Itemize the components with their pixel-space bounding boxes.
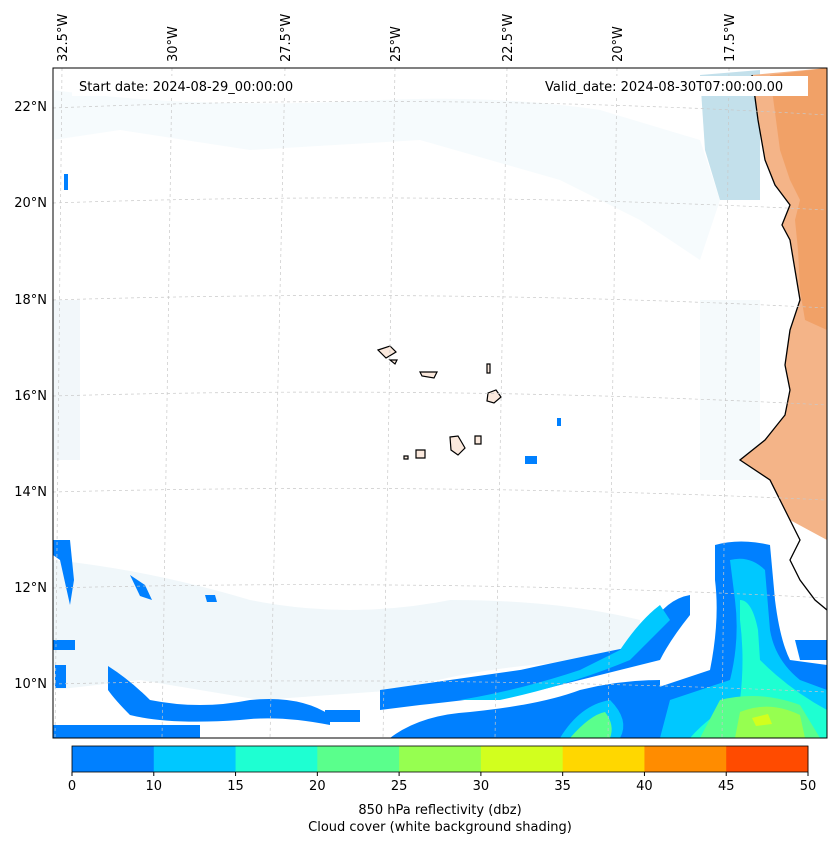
colorbar-segment — [644, 746, 727, 772]
graticule — [53, 68, 827, 738]
lon-tick-label: 25°W — [389, 26, 404, 62]
colorbar-tick-label: 10 — [146, 779, 163, 794]
lon-tick-label: 20°W — [611, 26, 626, 62]
colorbar-tick-label: 25 — [391, 779, 408, 794]
map-border — [52, 67, 828, 739]
lon-tick-label: 27.5°W — [279, 14, 294, 62]
africa-landmass-inner — [770, 68, 827, 330]
colorbar-segment — [153, 746, 237, 772]
longitude-tick-labels: 32.5°W 30°W 27.5°W 25°W 22.5°W 20°W 17.5… — [56, 14, 738, 62]
colorbar-segment — [317, 746, 400, 772]
colorbar-segment — [480, 746, 564, 772]
colorbar-tick-label: 35 — [554, 779, 571, 794]
colorbar-segment — [726, 746, 809, 772]
colorbar-tick-label: 0 — [68, 779, 76, 794]
colorbar-tick-label: 30 — [473, 779, 490, 794]
lon-tick-label: 32.5°W — [56, 14, 71, 62]
lat-tick-label: 20°N — [14, 196, 47, 211]
colorbar-segment — [72, 746, 155, 772]
colorbar-segment — [399, 746, 482, 772]
colorbar-segment — [235, 746, 318, 772]
reflectivity-field — [53, 174, 827, 738]
lon-tick-label: 17.5°W — [723, 14, 738, 62]
colorbar-title: 850 hPa reflectivity (dbz) — [358, 803, 521, 818]
colorbar-subtitle: Cloud cover (white background shading) — [308, 820, 572, 835]
lon-tick-label: 22.5°W — [501, 14, 516, 62]
start-date-box — [72, 76, 316, 96]
start-date-label: Start date: 2024-08-29_00:00:00 — [79, 80, 293, 95]
colorbar-border — [71, 745, 809, 773]
colorbar-tick-label: 20 — [309, 779, 326, 794]
colorbar: 0 10 15 20 25 30 35 40 45 50 — [68, 745, 817, 794]
lat-tick-label: 10°N — [14, 677, 47, 692]
colorbar-tick-label: 45 — [718, 779, 735, 794]
colorbar-tick-label: 15 — [227, 779, 244, 794]
lat-tick-label: 12°N — [14, 581, 47, 596]
lat-tick-label: 14°N — [14, 485, 47, 500]
coastline — [738, 74, 827, 611]
colorbar-tick-label: 50 — [800, 779, 817, 794]
lat-tick-label: 18°N — [14, 293, 47, 308]
cloud-cover-shading — [53, 70, 760, 700]
colorbar-tick-label: 40 — [636, 779, 653, 794]
latitude-tick-labels: 22°N 20°N 18°N 16°N 14°N 12°N 10°N — [14, 100, 47, 692]
lat-tick-label: 22°N — [14, 100, 47, 115]
valid-date-label: Valid_date: 2024-08-30T07:00:00.00 — [545, 80, 783, 95]
lon-tick-label: 30°W — [166, 26, 181, 62]
colorbar-segment — [562, 746, 645, 772]
valid-date-box — [540, 76, 808, 96]
lat-tick-label: 16°N — [14, 389, 47, 404]
